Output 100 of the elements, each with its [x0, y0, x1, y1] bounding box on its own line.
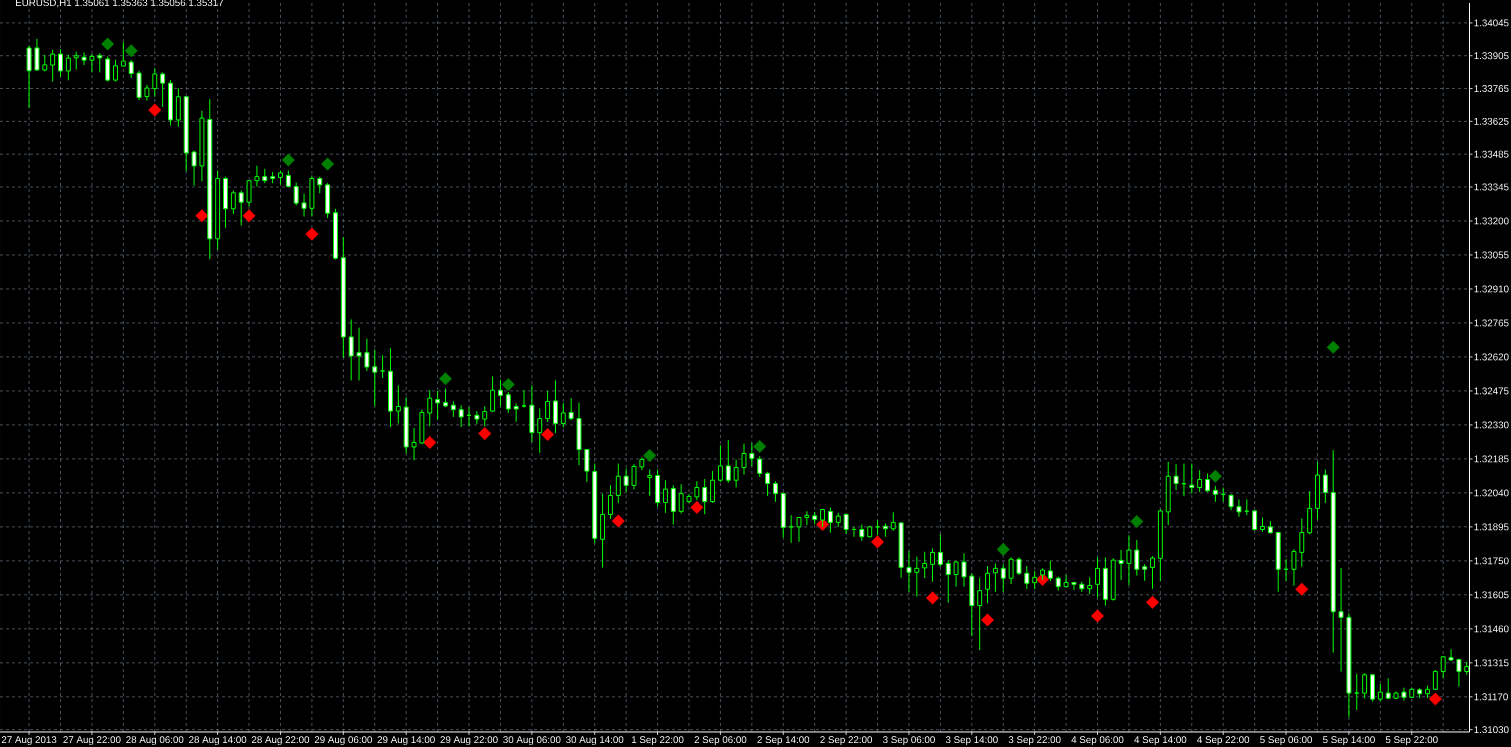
candlestick — [741, 443, 747, 476]
candlestick — [710, 470, 716, 504]
x-tick-label: 28 Aug 14:00 — [189, 736, 247, 746]
x-tick-label: 4 Sep 22:00 — [1197, 736, 1250, 746]
y-tick-label: 1.31315 — [1474, 659, 1509, 667]
candlestick — [961, 552, 967, 588]
point — [478, 427, 492, 441]
candlestick — [552, 379, 558, 434]
candlestick — [1008, 556, 1014, 585]
point — [321, 157, 335, 171]
candlestick — [694, 480, 700, 501]
candlestick — [513, 403, 519, 423]
candlestick — [175, 87, 181, 128]
candlestick — [230, 190, 236, 215]
candlestick — [1047, 560, 1053, 582]
point — [438, 372, 452, 386]
x-tick-label: 29 Aug 06:00 — [314, 736, 372, 746]
x-tick-label: 1 Sep 22:00 — [632, 736, 684, 746]
candlestick — [395, 384, 401, 424]
candlestick — [427, 389, 433, 427]
x-tick-label: 30 Aug 06:00 — [503, 736, 561, 746]
candlestick — [120, 41, 126, 67]
y-tick-label: 1.31170 — [1474, 693, 1508, 701]
candlestick — [1401, 687, 1407, 702]
point — [148, 103, 162, 117]
point — [981, 613, 995, 627]
x-tick-label: 2 Sep 06:00 — [694, 736, 747, 746]
point — [1130, 514, 1144, 528]
point — [871, 535, 885, 549]
candlestick — [1134, 539, 1140, 577]
point — [305, 227, 319, 241]
y-tick-label: 1.31605 — [1474, 591, 1509, 599]
y-tick-label: 1.33625 — [1474, 117, 1509, 125]
x-tick-label: 28 Aug 06:00 — [126, 736, 184, 746]
x-tick-label: 4 Sep 06:00 — [1071, 736, 1124, 746]
candlestick — [1173, 463, 1179, 491]
candlestick — [81, 51, 87, 66]
candlestick — [34, 38, 40, 72]
candlestick — [50, 49, 56, 83]
candlestick — [1205, 472, 1210, 493]
x-tick-label: 5 Sep 06:00 — [1260, 736, 1312, 746]
y-tick-label: 1.32185 — [1474, 455, 1509, 463]
candlestick — [977, 577, 983, 651]
candlestick — [356, 327, 362, 381]
candlestick — [953, 560, 959, 588]
x-tick-label: 2 Sep 14:00 — [757, 736, 810, 746]
candlestick — [521, 389, 527, 409]
candlestick — [906, 550, 912, 593]
point — [926, 591, 940, 605]
x-tick-label: 28 Aug 22:00 — [251, 736, 310, 746]
x-tick-label: 27 Aug 22:00 — [63, 736, 121, 746]
candlestick — [914, 556, 920, 598]
candlestick — [1189, 463, 1195, 495]
candlestick — [945, 559, 951, 604]
candlestick — [757, 455, 763, 478]
point — [611, 514, 625, 528]
candlestick — [631, 463, 637, 490]
candlestick — [1448, 648, 1454, 662]
candlestick — [670, 484, 676, 526]
candlestick — [238, 190, 244, 226]
candlestick — [26, 45, 32, 109]
candlestick — [560, 402, 566, 428]
candlestick — [678, 483, 684, 515]
y-tick-label: 1.32475 — [1474, 387, 1509, 395]
x-tick-label: 2 Sep 22:00 — [820, 736, 873, 746]
candlestick — [1024, 565, 1030, 590]
point — [541, 428, 555, 442]
point — [690, 500, 704, 514]
candlestick — [254, 165, 260, 188]
candlestick — [497, 379, 503, 407]
candlestick — [1291, 548, 1297, 587]
candlestick — [930, 547, 936, 583]
candlestick — [1126, 534, 1132, 586]
candlestick — [348, 318, 354, 381]
candlestick — [1362, 672, 1368, 699]
candlestick — [191, 150, 197, 187]
candlestick — [537, 408, 543, 454]
x-tick-label: 29 Aug 14:00 — [377, 736, 435, 746]
x-tick-label: 5 Sep 22:00 — [1385, 736, 1438, 746]
y-tick-label: 1.32620 — [1474, 353, 1509, 361]
candlestick — [702, 478, 708, 515]
point — [1326, 340, 1340, 354]
candlestick — [568, 397, 574, 421]
candlestick — [435, 390, 441, 421]
x-tick-label: 29 Aug 22:00 — [440, 736, 498, 746]
candlestick — [717, 444, 723, 483]
candlestick — [380, 354, 386, 379]
point — [423, 435, 437, 449]
candlestick — [922, 551, 928, 579]
y-tick-label: 1.33485 — [1474, 150, 1509, 158]
y-tick-label: 1.32765 — [1474, 319, 1509, 327]
candlestick — [615, 463, 621, 504]
candlestick — [890, 511, 896, 532]
y-tick-label: 1.33765 — [1474, 85, 1509, 92]
candlestick — [647, 468, 653, 497]
candlestick — [65, 54, 71, 81]
y-tick-label: 1.33200 — [1474, 217, 1509, 225]
candlestick — [985, 565, 990, 604]
point — [996, 542, 1010, 556]
candlestick — [372, 349, 378, 407]
